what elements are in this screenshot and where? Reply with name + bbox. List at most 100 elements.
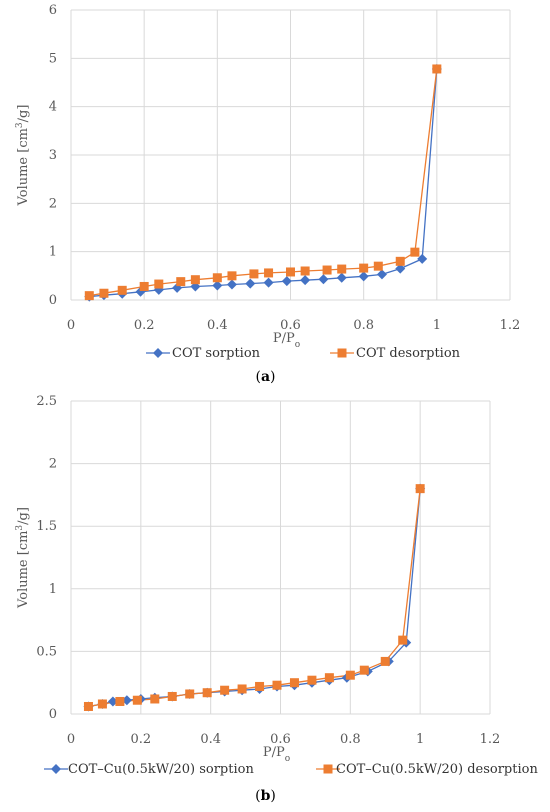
data-point — [286, 267, 295, 277]
series-markers — [84, 64, 442, 301]
data-point — [432, 64, 442, 74]
y-tick-label: 0 — [49, 293, 57, 308]
legend-marker — [337, 348, 347, 358]
legend-entry: COT–Cu(0.5kW/20) desorption — [316, 762, 538, 777]
x-tick-label: 0.4 — [200, 732, 221, 747]
data-point — [115, 696, 125, 706]
x-tick-label: 1.2 — [500, 318, 521, 333]
data-point — [117, 285, 127, 295]
data-point — [417, 253, 428, 264]
series-markers — [83, 483, 426, 712]
data-point — [358, 271, 369, 282]
legend-entry: COT–Cu(0.5kW/20) sorption — [44, 762, 254, 777]
data-point — [263, 277, 274, 288]
data-point — [154, 279, 164, 289]
legend-label: COT sorption — [172, 346, 261, 361]
data-point — [337, 264, 347, 274]
x-tick-label: 0 — [67, 318, 75, 333]
data-point — [373, 261, 383, 271]
y-tick-label: 3 — [49, 148, 57, 163]
data-point — [150, 694, 160, 704]
data-point — [318, 274, 329, 285]
series-markers — [84, 63, 442, 302]
y-axis-label: Volume [cm3/g] — [15, 105, 31, 207]
data-point — [83, 701, 93, 711]
x-tick-label: 0.2 — [134, 318, 155, 333]
data-point — [359, 263, 369, 273]
x-tick-label: 0.4 — [207, 318, 228, 333]
series-desorption — [89, 68, 438, 297]
y-tick-label: 2 — [49, 196, 57, 211]
y-tick-label: 0 — [49, 707, 57, 722]
data-point — [226, 279, 237, 290]
y-tick-label: 2 — [49, 457, 57, 472]
data-point — [398, 635, 408, 645]
y-tick-label: 1 — [49, 245, 57, 260]
data-point — [307, 675, 317, 685]
data-point — [167, 691, 177, 701]
data-point — [212, 280, 223, 291]
data-point — [281, 276, 292, 287]
data-point — [336, 272, 347, 283]
data-point — [322, 265, 332, 275]
data-point — [190, 275, 200, 285]
data-point — [176, 277, 186, 287]
data-point — [237, 684, 247, 694]
data-point — [212, 273, 222, 283]
data-point — [97, 699, 107, 709]
data-point — [380, 656, 390, 666]
data-point — [84, 291, 94, 301]
data-point — [300, 275, 311, 286]
y-tick-label: 5 — [49, 51, 57, 66]
data-point — [220, 685, 230, 695]
legend-marker — [51, 764, 61, 774]
data-point — [395, 256, 405, 266]
y-tick-label: 1.5 — [36, 519, 57, 534]
legend-entry: COT desorption — [330, 346, 461, 361]
data-point — [410, 247, 420, 257]
legend-entry: COT sorption — [146, 346, 261, 361]
x-tick-label: 0.6 — [280, 318, 301, 333]
y-tick-label: 6 — [49, 3, 57, 18]
x-tick-label: 1.2 — [480, 732, 501, 747]
x-tick-label: 0.8 — [340, 732, 361, 747]
data-point — [324, 673, 334, 683]
y-axis-label: Volume [cm3/g] — [15, 507, 31, 609]
data-point — [202, 688, 212, 698]
legend-marker — [153, 348, 163, 358]
series-desorption — [88, 488, 421, 708]
data-point — [185, 689, 195, 699]
chart-panel-b: 0 0.5 1 1.5 2 2.5 0 0.2 0.4 0.6 0.8 1 1.2 P/Po Volume … — [15, 394, 538, 804]
legend-label: COT–Cu(0.5kW/20) sorption — [68, 762, 254, 777]
data-point — [300, 266, 310, 276]
legend-marker — [323, 764, 333, 774]
data-point — [272, 680, 282, 690]
data-point — [249, 269, 259, 279]
data-point — [289, 678, 299, 688]
legend-label: COT–Cu(0.5kW/20) desorption — [336, 762, 538, 777]
data-point — [132, 695, 142, 705]
series-sorption — [88, 488, 421, 708]
x-axis-label: P/Po — [263, 745, 290, 764]
data-point — [415, 484, 425, 494]
series-markers — [83, 484, 425, 711]
data-point — [345, 670, 355, 680]
x-tick-label: 1 — [416, 732, 424, 747]
panel-caption: (b) — [255, 788, 276, 804]
x-tick-label: 0.8 — [353, 318, 374, 333]
data-point — [99, 288, 109, 298]
x-tick-label: 0.2 — [130, 732, 151, 747]
data-point — [245, 278, 256, 289]
x-axis-label: P/Po — [273, 331, 300, 350]
y-tick-label: 4 — [49, 100, 57, 115]
legend-label: COT desorption — [356, 346, 461, 361]
data-point — [264, 268, 274, 278]
series-line — [89, 68, 438, 297]
series-line — [88, 488, 421, 708]
data-point — [139, 281, 149, 291]
chart-panel-a: 0 1 2 3 4 5 6 0 0.2 0.4 0.6 0.8 1 1.2 P/Po Volume [cm3/… — [15, 3, 520, 385]
data-point — [255, 681, 265, 691]
data-point — [359, 665, 369, 675]
x-tick-label: 0 — [67, 732, 75, 747]
